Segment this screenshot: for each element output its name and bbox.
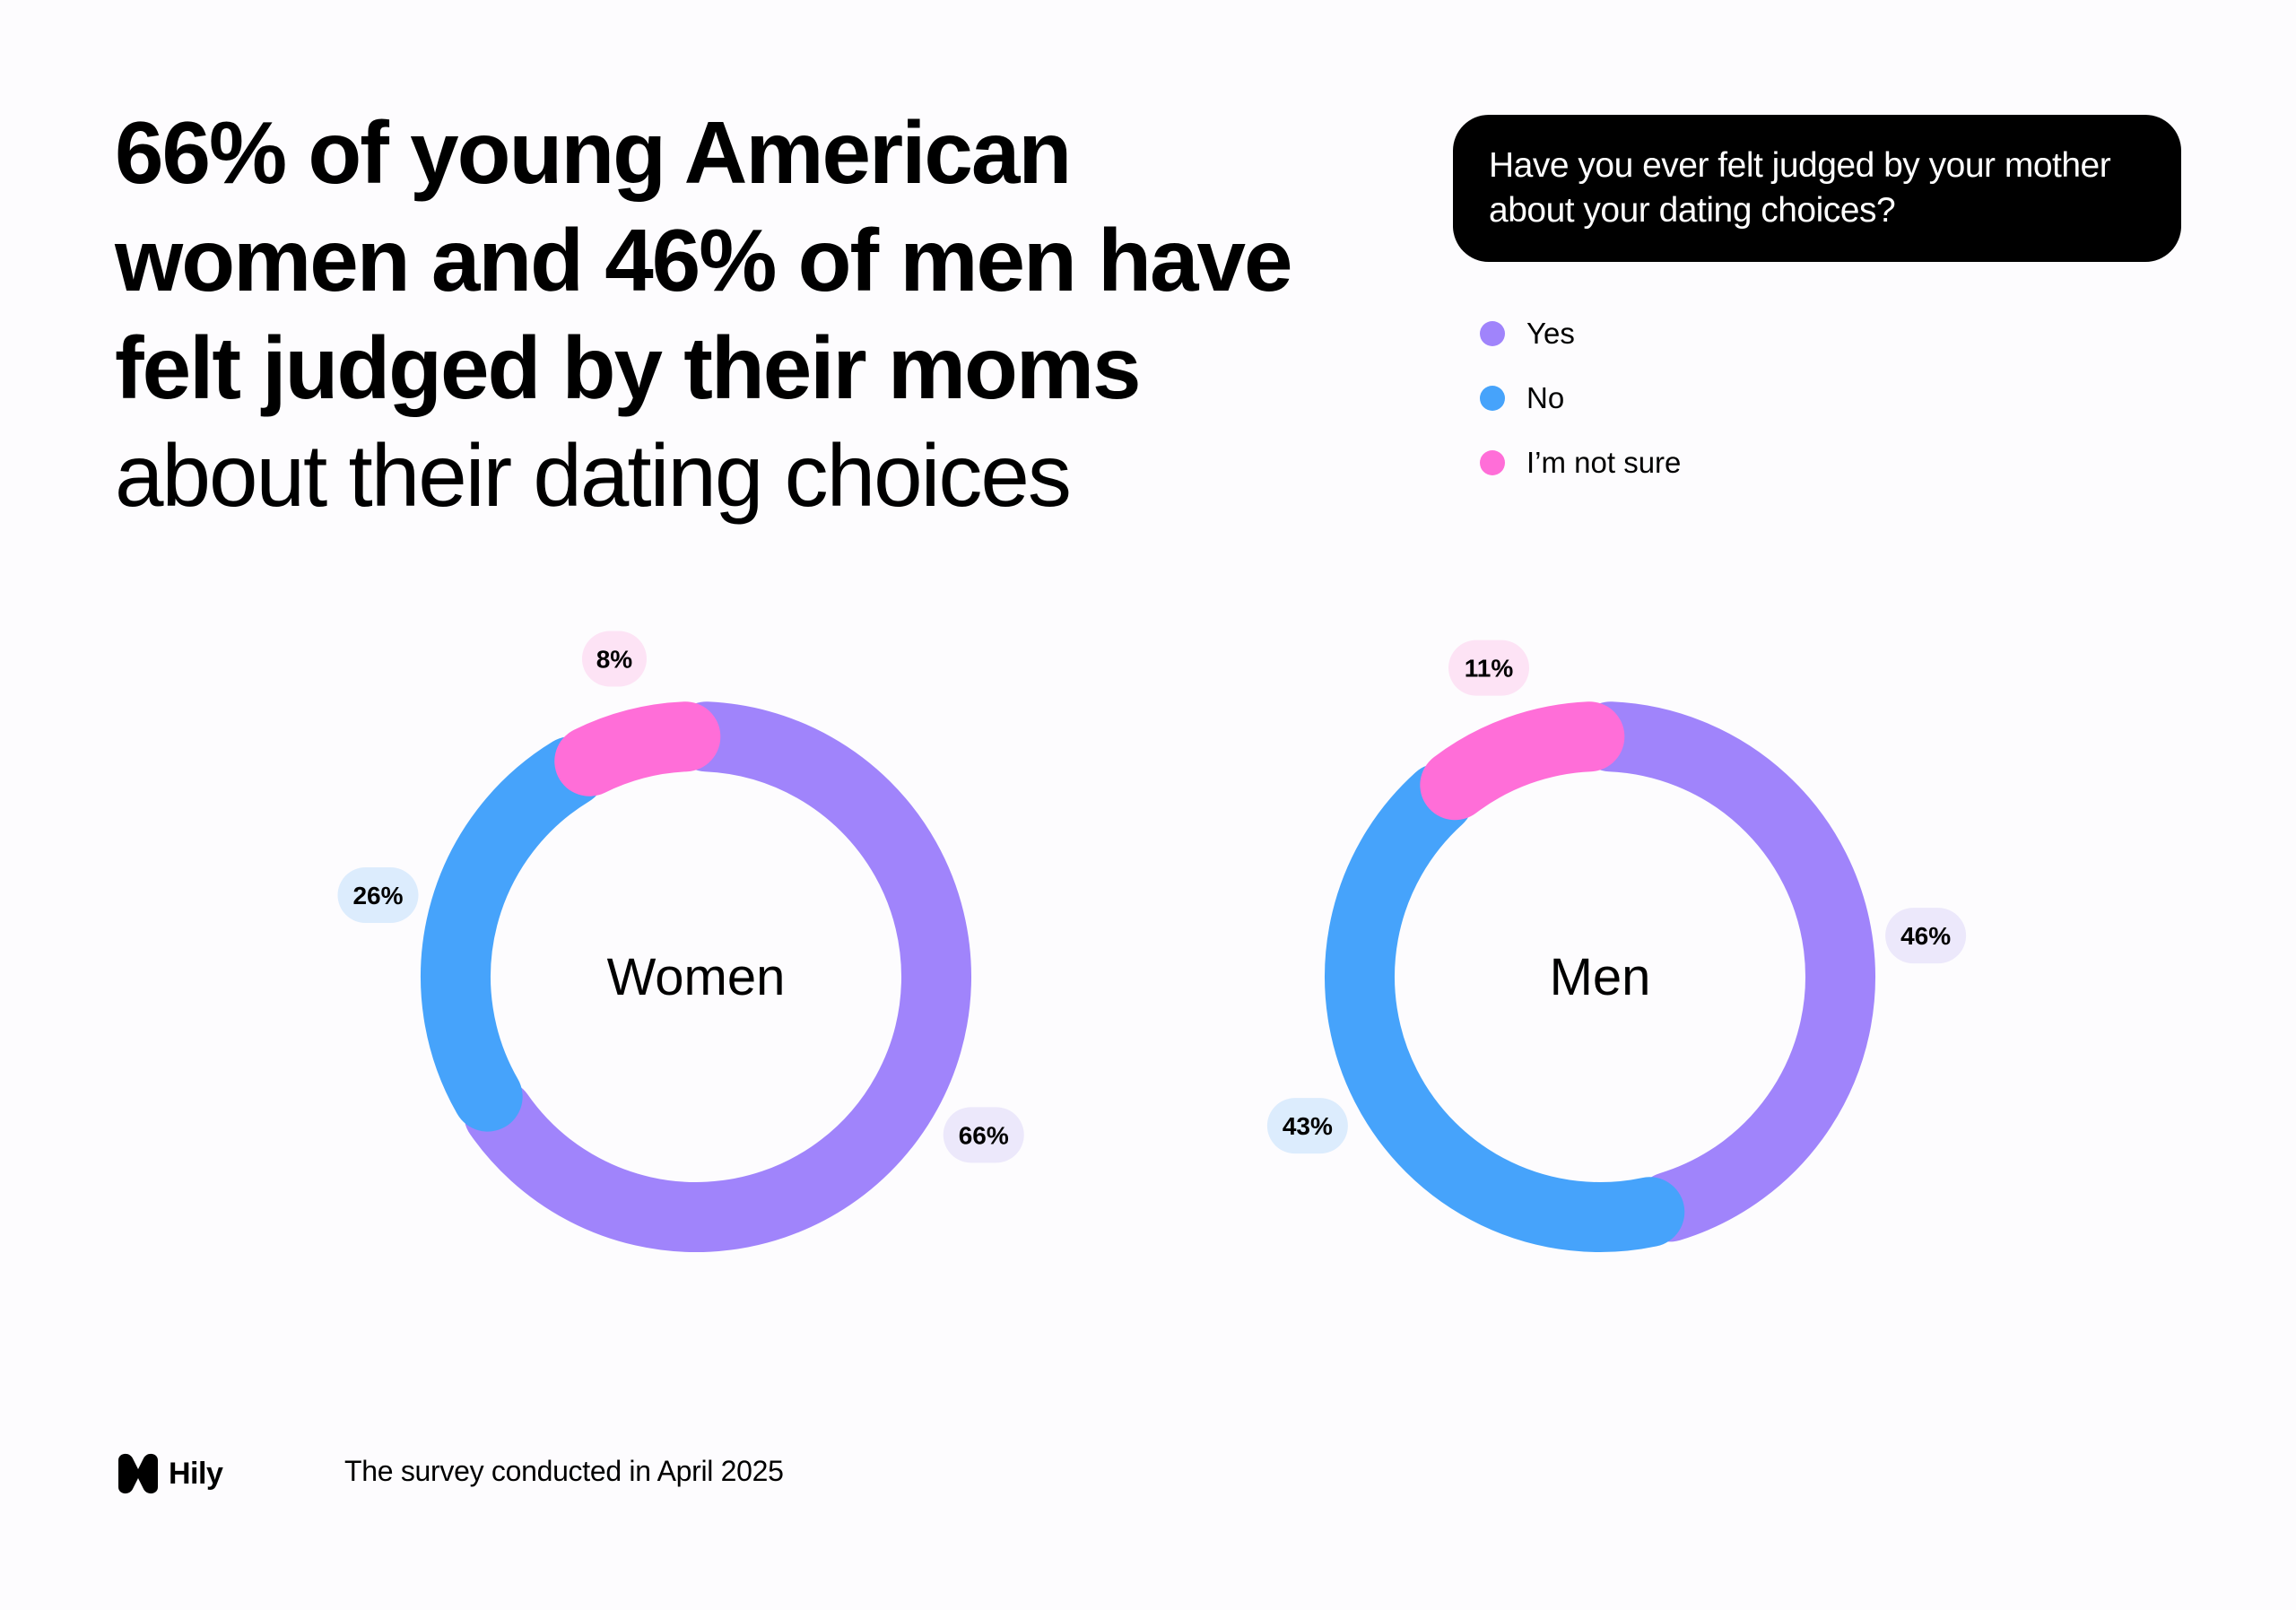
value-pill-men-not-sure <box>1448 640 1530 696</box>
value-label-women-not-sure: 8% <box>581 631 647 687</box>
slice-women-no <box>421 736 606 1132</box>
legend-item-yes: Yes <box>1480 301 1681 366</box>
value-pill-women-yes <box>943 1107 1024 1163</box>
center-label-men: Men <box>1550 948 1651 1006</box>
headline-line-3: felt judged by their moms <box>115 318 1141 417</box>
value-pill-women-no <box>337 866 419 923</box>
legend-label-no: No <box>1526 381 1565 414</box>
value-text-women-no: 26% <box>352 882 403 909</box>
legend-dot-not-sure-icon <box>1480 450 1505 475</box>
legend-item-no: No <box>1480 366 1681 431</box>
footer: Hily <box>115 1451 223 1496</box>
legend: Yes No I’m not sure <box>1480 301 1681 495</box>
value-label-women-yes: 66% <box>943 1107 1024 1163</box>
value-label-men-not-sure: 11% <box>1448 640 1530 696</box>
slice-women-yes <box>464 701 971 1252</box>
value-label-men-no: 43% <box>1266 1098 1348 1154</box>
value-pill-men-yes <box>1885 908 1967 964</box>
slice-men-yes <box>1575 701 1875 1242</box>
legend-item-not-sure: I’m not sure <box>1480 431 1681 495</box>
slice-men-no <box>1325 763 1685 1252</box>
center-label-women: Women <box>607 948 786 1006</box>
legend-dot-yes-icon <box>1480 321 1505 346</box>
slice-men-not-sure <box>1420 701 1625 821</box>
hily-logo-icon <box>118 1453 158 1494</box>
headline-line-4: about their dating choices <box>115 426 1072 525</box>
value-text-men-no: 43% <box>1283 1112 1333 1140</box>
value-pill-women-not-sure <box>581 631 647 687</box>
headline-line-1: 66% of young American <box>115 103 1072 202</box>
survey-footnote: The survey conducted in April 2025 <box>344 1455 784 1487</box>
brand-logo: Hily <box>115 1451 223 1496</box>
value-text-men-not-sure: 11% <box>1465 655 1514 683</box>
slice-women-not-sure <box>554 701 721 796</box>
headline-line-2: women and 46% of men have <box>115 211 1292 309</box>
brand-name: Hily <box>169 1456 223 1491</box>
value-text-men-yes: 46% <box>1900 922 1951 950</box>
value-label-men-yes: 46% <box>1885 908 1967 964</box>
legend-label-yes: Yes <box>1526 317 1575 350</box>
survey-question: Have you ever felt judged by your mother… <box>1453 115 2181 262</box>
legend-label-not-sure: I’m not sure <box>1526 446 1682 479</box>
value-label-women-no: 26% <box>337 866 419 923</box>
headline: 66% of young American women and 46% of m… <box>115 99 1370 529</box>
value-text-women-not-sure: 8% <box>596 645 633 673</box>
donut-women: 66% 26% 8% Women <box>337 631 1024 1252</box>
value-pill-men-no <box>1266 1098 1348 1154</box>
donut-men: 46% 43% 11% Men <box>1266 640 1967 1252</box>
value-text-women-yes: 66% <box>959 1121 1009 1149</box>
legend-dot-no-icon <box>1480 386 1505 411</box>
